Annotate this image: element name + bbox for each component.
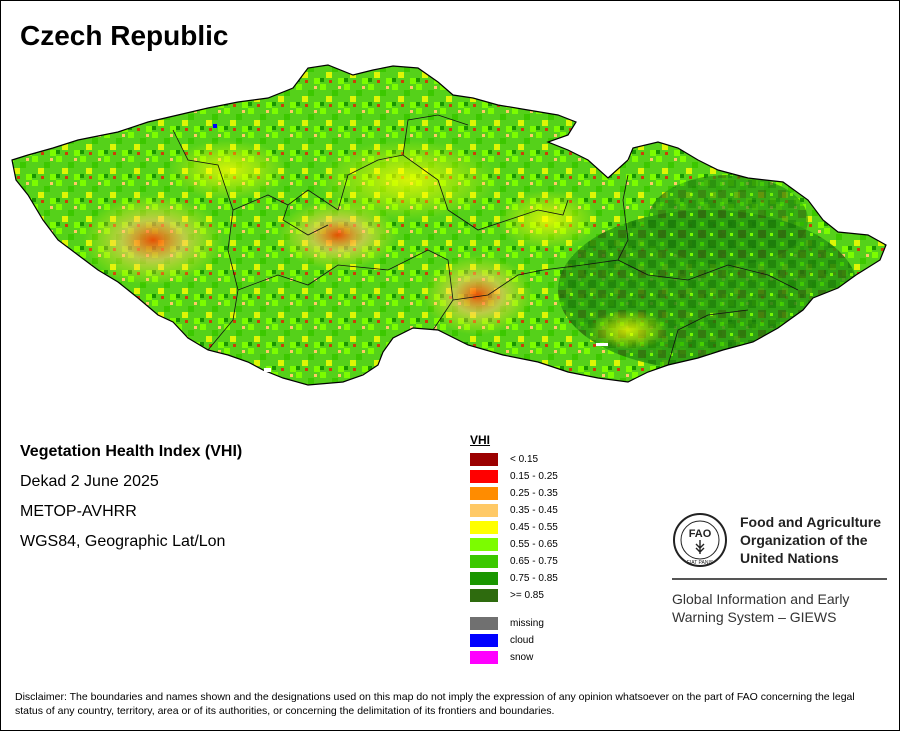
legend-special: missing cloud snow [470, 615, 558, 666]
czech-map-svg [11, 64, 887, 386]
fao-org-line3: United Nations [740, 550, 839, 566]
sensor: METOP-AVHRR [20, 503, 137, 520]
legend-swatch [470, 538, 498, 551]
legend-item: 0.35 - 0.45 [470, 502, 558, 519]
legend-item: < 0.15 [470, 451, 558, 468]
legend-label: 0.15 - 0.25 [510, 471, 558, 482]
legend-title: VHI [470, 433, 491, 447]
legend-item: 0.75 - 0.85 [470, 570, 558, 587]
legend-swatch [470, 453, 498, 466]
disclaimer: Disclaimer: The boundaries and names sho… [15, 691, 855, 717]
vhi-legend: VHI < 0.15 0.15 - 0.25 0.25 - 0.35 0.35 - 0… [470, 433, 558, 666]
lake-pixel [264, 368, 271, 372]
legend-label: 0.55 - 0.65 [510, 539, 558, 550]
map-title: Czech Republic [20, 20, 229, 51]
lake-pixel [596, 343, 608, 346]
legend-swatch [470, 555, 498, 568]
giews-line1: Global Information and Early [672, 591, 850, 607]
legend-label: 0.65 - 0.75 [510, 556, 558, 567]
legend-item: cloud [470, 632, 558, 649]
giews-name: Global Information and Early Warning Sys… [672, 590, 890, 626]
legend-item: snow [470, 649, 558, 666]
legend-swatch [470, 617, 498, 630]
giews-line2: Warning System – GIEWS [672, 609, 837, 625]
legend-label: < 0.15 [510, 454, 539, 465]
vhi-raster [12, 65, 886, 385]
legend-item: >= 0.85 [470, 587, 558, 604]
legend-label: 0.75 - 0.85 [510, 573, 558, 584]
legend-label: 0.45 - 0.55 [510, 522, 558, 533]
legend-label: cloud [510, 635, 534, 646]
region-boundaries [172, 114, 799, 366]
legend-label: 0.35 - 0.45 [510, 505, 558, 516]
legend-swatch [470, 504, 498, 517]
vhi-map [8, 60, 893, 395]
legend-label: 0.25 - 0.35 [510, 488, 558, 499]
fao-logo-letters: FAO [689, 528, 712, 540]
fao-block: FAO FIAT PANIS Food and Agriculture Orga… [672, 512, 890, 626]
fao-divider [672, 578, 887, 580]
fao-org-line1: Food and Agriculture [740, 514, 882, 530]
legend-label: >= 0.85 [510, 590, 544, 601]
legend-swatch [470, 470, 498, 483]
fao-logo-motto: FIAT PANIS [687, 560, 714, 566]
legend-swatch [470, 589, 498, 602]
legend-swatch [470, 521, 498, 534]
legend-swatch [470, 634, 498, 647]
legend-label: missing [510, 618, 544, 629]
index-name: Vegetation Health Index (VHI) [20, 443, 243, 460]
legend-label: snow [510, 652, 534, 663]
legend-item: 0.65 - 0.75 [470, 553, 558, 570]
fao-org-line2: Organization of the [740, 532, 868, 548]
projection: WGS84, Geographic Lat/Lon [20, 533, 226, 550]
legend-item: missing [470, 615, 558, 632]
fao-org-name: Food and Agriculture Organization of the… [740, 513, 881, 567]
legend-swatch [470, 651, 498, 664]
legend-item: 0.55 - 0.65 [470, 536, 558, 553]
map-info: Vegetation Health Index (VHI) Dekad 2 Ju… [20, 437, 242, 557]
cloud-pixel [213, 124, 217, 128]
legend-item: 0.25 - 0.35 [470, 485, 558, 502]
legend-swatch [470, 572, 498, 585]
legend-swatch [470, 487, 498, 500]
period: Dekad 2 June 2025 [20, 473, 159, 490]
fao-logo-icon: FAO FIAT PANIS [673, 513, 727, 567]
legend-classes: < 0.15 0.15 - 0.25 0.25 - 0.35 0.35 - 0.45 0… [470, 451, 558, 604]
legend-item: 0.45 - 0.55 [470, 519, 558, 536]
legend-item: 0.15 - 0.25 [470, 468, 558, 485]
